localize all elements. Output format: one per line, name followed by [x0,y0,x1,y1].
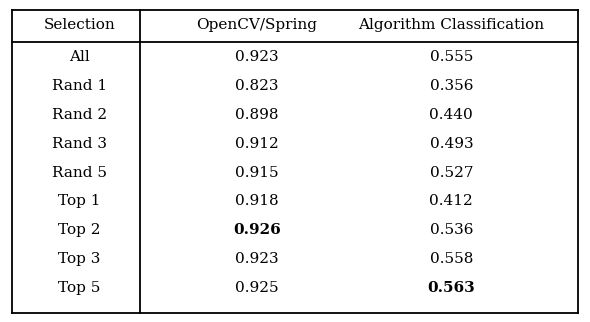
Text: 0.563: 0.563 [428,281,475,295]
Text: 0.412: 0.412 [430,194,473,208]
Text: 0.912: 0.912 [235,137,278,151]
Text: Rand 1: Rand 1 [52,79,107,93]
Text: 0.356: 0.356 [430,79,473,93]
Text: All: All [69,50,90,64]
Text: 0.555: 0.555 [430,50,473,64]
Text: Top 3: Top 3 [58,252,101,266]
Text: Selection: Selection [44,18,116,32]
Text: Rand 2: Rand 2 [52,108,107,122]
Text: 0.923: 0.923 [235,252,278,266]
Text: Top 2: Top 2 [58,223,101,237]
Text: 0.440: 0.440 [430,108,473,122]
Text: Rand 3: Rand 3 [52,137,107,151]
Text: 0.915: 0.915 [235,166,278,180]
Text: Top 1: Top 1 [58,194,101,208]
Text: OpenCV/Spring: OpenCV/Spring [196,18,317,32]
Text: Algorithm Classification: Algorithm Classification [358,18,545,32]
Text: 0.493: 0.493 [430,137,473,151]
Text: 0.925: 0.925 [235,281,278,295]
Text: 0.923: 0.923 [235,50,278,64]
Text: Top 5: Top 5 [58,281,101,295]
Text: 0.926: 0.926 [233,223,280,237]
Text: Rand 5: Rand 5 [52,166,107,180]
Text: 0.918: 0.918 [235,194,278,208]
Text: 0.558: 0.558 [430,252,473,266]
Text: 0.823: 0.823 [235,79,278,93]
Text: 0.536: 0.536 [430,223,473,237]
Text: 0.898: 0.898 [235,108,278,122]
Text: 0.527: 0.527 [430,166,473,180]
